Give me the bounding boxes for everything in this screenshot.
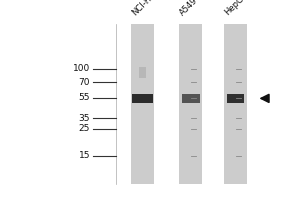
Bar — [132, 94, 153, 103]
Text: HepG2: HepG2 — [223, 0, 250, 17]
Text: 35: 35 — [79, 114, 90, 123]
Text: NCI-H292: NCI-H292 — [130, 0, 165, 17]
Bar — [224, 24, 247, 184]
Bar — [226, 94, 244, 103]
Bar — [182, 94, 200, 103]
Bar — [212, 24, 218, 184]
Text: 15: 15 — [79, 152, 90, 160]
Text: 55: 55 — [79, 93, 90, 102]
Bar — [179, 24, 202, 184]
Text: A549: A549 — [178, 0, 200, 17]
Bar — [139, 67, 146, 78]
Text: 25: 25 — [79, 124, 90, 133]
Bar — [166, 24, 172, 184]
Text: 100: 100 — [73, 64, 90, 73]
Text: 70: 70 — [79, 78, 90, 87]
Bar — [131, 24, 154, 184]
